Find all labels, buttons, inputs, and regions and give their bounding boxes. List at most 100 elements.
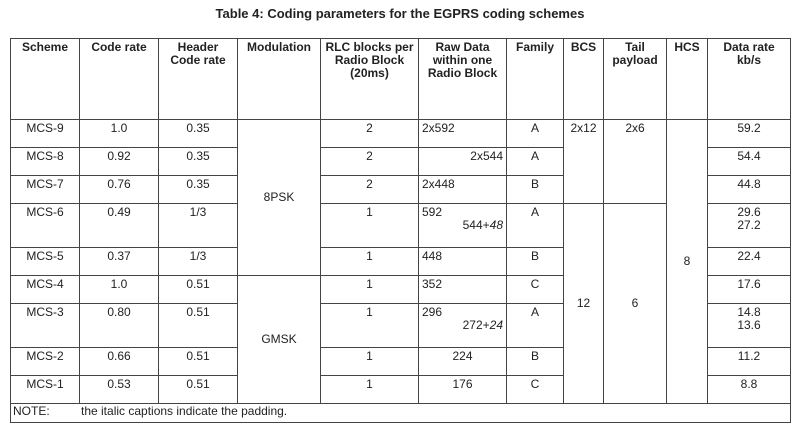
rlc-cell: 1 bbox=[320, 203, 419, 248]
data-rate-cell: 8.8 bbox=[707, 375, 791, 404]
scheme-cell: MCS-7 bbox=[10, 175, 80, 204]
family-cell: A bbox=[506, 119, 564, 148]
raw-data-cell: 2x544 bbox=[418, 147, 507, 176]
scheme-cell: MCS-8 bbox=[10, 147, 80, 176]
note-label: NOTE: bbox=[13, 404, 50, 418]
raw-data-cell: 592 544+48 bbox=[418, 203, 507, 248]
data-rate-cell: 54.4 bbox=[707, 147, 791, 176]
family-cell: B bbox=[506, 347, 564, 376]
header-row: Scheme Code rate Header Code rate Modula… bbox=[10, 38, 791, 120]
table-caption: Table 4: Coding parameters for the EGPRS… bbox=[215, 6, 585, 21]
header-bcs: BCS bbox=[563, 38, 604, 120]
rlc-cell: 1 bbox=[320, 275, 419, 304]
scheme-cell: MCS-2 bbox=[10, 347, 80, 376]
data-rate-value: 14.8 bbox=[737, 305, 761, 319]
padding-base: 544+ bbox=[462, 218, 490, 232]
rlc-cell: 1 bbox=[320, 247, 419, 276]
raw-data-padding: 544+48 bbox=[422, 219, 503, 232]
table-row: MCS-2 0.66 0.51 1 224 B 11.2 bbox=[10, 347, 791, 376]
raw-data-cell: 224 bbox=[418, 347, 507, 376]
scheme-cell: MCS-6 bbox=[10, 203, 80, 248]
code-rate-cell: 0.92 bbox=[79, 147, 159, 176]
code-rate-cell: 1.0 bbox=[79, 275, 159, 304]
raw-data-cell: 352 bbox=[418, 275, 507, 304]
scheme-cell: MCS-1 bbox=[10, 375, 80, 404]
data-rate-cell: 59.2 bbox=[707, 119, 791, 148]
header-raw-data: Raw Data within one Radio Block bbox=[418, 38, 507, 120]
header-hcs: HCS bbox=[666, 38, 708, 120]
raw-data-cell: 448 bbox=[418, 247, 507, 276]
raw-data-cell: 2x592 bbox=[418, 119, 507, 148]
rlc-cell: 1 bbox=[320, 303, 419, 348]
scheme-cell: MCS-4 bbox=[10, 275, 80, 304]
family-cell: B bbox=[506, 247, 564, 276]
family-cell: A bbox=[506, 303, 564, 348]
raw-data-value: 592 bbox=[422, 205, 443, 219]
data-rate-cell: 14.8 13.6 bbox=[707, 303, 791, 348]
header-header-code-rate: Header Code rate bbox=[158, 38, 238, 120]
modulation-cell: 8PSK bbox=[237, 119, 321, 276]
scheme-cell: MCS-9 bbox=[10, 119, 80, 148]
header-code-rate: Code rate bbox=[79, 38, 159, 120]
raw-data-value: 296 bbox=[422, 305, 443, 319]
header-tail-payload: Tail payload bbox=[603, 38, 667, 120]
table-row: MCS-8 0.92 0.35 2 2x544 A 54.4 bbox=[10, 147, 791, 176]
note-cell: NOTE: the italic captions indicate the pa… bbox=[10, 403, 791, 423]
rlc-cell: 2 bbox=[320, 119, 419, 148]
tail-payload-cell: 2x6 bbox=[603, 119, 667, 204]
header-family: Family bbox=[506, 38, 564, 120]
data-rate-cell: 11.2 bbox=[707, 347, 791, 376]
header-rate-cell: 1/3 bbox=[158, 247, 238, 276]
hcs-cell: 8 bbox=[666, 119, 708, 404]
header-rate-cell: 0.51 bbox=[158, 275, 238, 304]
code-rate-cell: 1.0 bbox=[79, 119, 159, 148]
rlc-cell: 1 bbox=[320, 347, 419, 376]
raw-data-cell: 296 272+24 bbox=[418, 303, 507, 348]
modulation-cell: GMSK bbox=[237, 275, 321, 404]
coding-parameters-table: Scheme Code rate Header Code rate Modula… bbox=[10, 38, 791, 423]
header-modulation: Modulation bbox=[237, 38, 321, 120]
data-rate-cell: 22.4 bbox=[707, 247, 791, 276]
code-rate-cell: 0.37 bbox=[79, 247, 159, 276]
header-rate-cell: 0.51 bbox=[158, 303, 238, 348]
family-cell: C bbox=[506, 375, 564, 404]
family-cell: A bbox=[506, 203, 564, 248]
header-rate-cell: 0.35 bbox=[158, 175, 238, 204]
rlc-cell: 1 bbox=[320, 375, 419, 404]
code-rate-cell: 0.80 bbox=[79, 303, 159, 348]
padding-base: 272+ bbox=[462, 318, 490, 332]
header-rate-cell: 0.51 bbox=[158, 375, 238, 404]
bcs-cell: 12 bbox=[563, 203, 604, 404]
padding-italic: 48 bbox=[489, 218, 503, 232]
family-cell: C bbox=[506, 275, 564, 304]
header-scheme: Scheme bbox=[10, 38, 80, 120]
data-rate-padded-value: 13.6 bbox=[737, 318, 761, 332]
header-rlc-blocks: RLC blocks per Radio Block (20ms) bbox=[320, 38, 419, 120]
family-cell: B bbox=[506, 175, 564, 204]
header-rate-cell: 0.35 bbox=[158, 119, 238, 148]
data-rate-value: 29.6 bbox=[737, 205, 761, 219]
rlc-cell: 2 bbox=[320, 175, 419, 204]
code-rate-cell: 0.53 bbox=[79, 375, 159, 404]
bcs-cell: 2x12 bbox=[563, 119, 604, 204]
header-rate-cell: 0.51 bbox=[158, 347, 238, 376]
table-row: MCS-3 0.80 0.51 1 296 272+24 A 14.8 13.6 bbox=[10, 303, 791, 348]
header-rate-cell: 0.35 bbox=[158, 147, 238, 176]
table-row: MCS-4 1.0 0.51 GMSK 1 352 C 17.6 bbox=[10, 275, 791, 404]
scheme-cell: MCS-5 bbox=[10, 247, 80, 276]
data-rate-cell: 44.8 bbox=[707, 175, 791, 204]
table-row: MCS-1 0.53 0.51 1 176 C 8.8 bbox=[10, 375, 791, 404]
rlc-cell: 2 bbox=[320, 147, 419, 176]
data-rate-cell: 29.6 27.2 bbox=[707, 203, 791, 248]
code-rate-cell: 0.76 bbox=[79, 175, 159, 204]
data-rate-padded-value: 27.2 bbox=[737, 218, 761, 232]
table-row: MCS-7 0.76 0.35 2 2x448 B 44.8 bbox=[10, 175, 791, 204]
note-text: the italic captions indicate the padding… bbox=[81, 404, 288, 418]
table-row: MCS-5 0.37 1/3 1 448 B 22.4 bbox=[10, 247, 791, 276]
tail-payload-cell: 6 bbox=[603, 203, 667, 404]
padding-italic: 24 bbox=[489, 318, 503, 332]
raw-data-padding: 272+24 bbox=[422, 319, 503, 332]
family-cell: A bbox=[506, 147, 564, 176]
header-rate-cell: 1/3 bbox=[158, 203, 238, 248]
table-row: MCS-6 0.49 1/3 1 592 544+48 A 12 6 29.6 … bbox=[10, 203, 791, 404]
